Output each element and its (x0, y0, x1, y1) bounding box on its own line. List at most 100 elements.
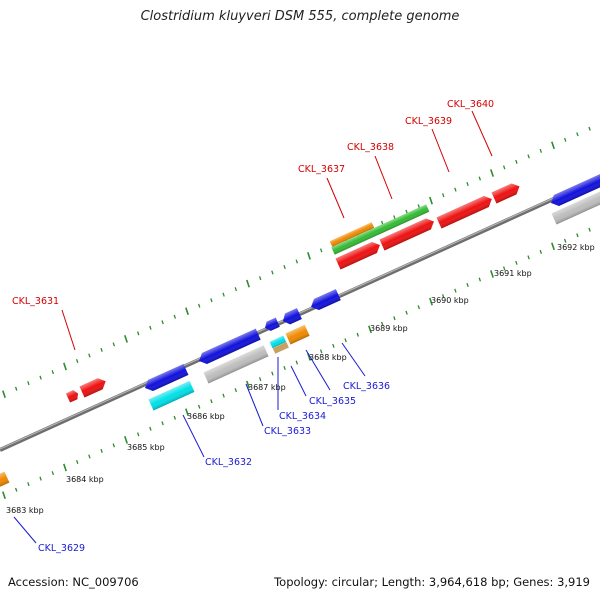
gene-label[interactable]: CKL_3638 (347, 142, 394, 153)
scale-tick (576, 132, 579, 137)
scale-tick (478, 176, 482, 181)
scale-tick (258, 377, 262, 382)
scale-tick (295, 360, 299, 365)
gene-feature[interactable] (203, 345, 269, 384)
scale-tick (417, 305, 421, 310)
scale-tick (405, 310, 408, 315)
scale-tick (197, 303, 201, 308)
scale-tick (210, 399, 213, 404)
gene-label[interactable]: CKL_3633 (264, 426, 311, 437)
gene-label[interactable]: CKL_3634 (279, 411, 326, 422)
scale-tick (405, 209, 408, 214)
scale-tick (246, 380, 250, 389)
gene-feature[interactable] (272, 342, 289, 354)
lower-tick-row (2, 227, 591, 500)
scale-tick (441, 294, 445, 299)
scale-tick (393, 316, 396, 321)
scale-tick (161, 320, 164, 325)
scale-tick (75, 459, 79, 465)
scale-tick (88, 454, 91, 459)
scale-tick (185, 307, 189, 316)
scale-tick (63, 463, 67, 472)
scale-tick (210, 298, 213, 303)
scale-tick (14, 386, 18, 391)
gene-label[interactable]: CKL_3640 (447, 99, 494, 110)
scale-tick (222, 393, 225, 398)
gene-feature[interactable] (309, 289, 341, 312)
gene-labels-bottom: CKL_3629 CKL_3632 CKL_3633 CKL_3634 CKL_… (38, 381, 390, 554)
gene-feature[interactable] (335, 240, 383, 270)
scale-tick (100, 448, 103, 453)
scale-tick (332, 343, 335, 348)
scale-tick (466, 181, 469, 187)
scale-tick (283, 264, 286, 270)
scale-label: 3684 kbp (66, 475, 104, 484)
scale-tick (466, 282, 469, 288)
gene-feature[interactable] (148, 380, 195, 411)
scale-tick (515, 260, 518, 265)
gene-feature[interactable] (143, 363, 189, 394)
gene-label[interactable]: CKL_3631 (12, 296, 59, 307)
scale-tick (429, 297, 433, 306)
scale-tick (527, 255, 530, 260)
gene-feature[interactable] (331, 204, 430, 255)
gene-feature[interactable] (491, 181, 522, 204)
genome-backbone (0, 176, 600, 452)
scale-tick (112, 443, 116, 448)
gene-feature[interactable] (551, 188, 600, 225)
scale-tick (576, 233, 579, 238)
scale-tick (88, 353, 91, 358)
gene-feature[interactable] (79, 376, 109, 398)
gene-feature[interactable] (329, 222, 375, 247)
scale-tick (161, 421, 164, 426)
gene-feature[interactable] (197, 328, 261, 367)
scale-tick (490, 169, 494, 177)
gene-label[interactable]: CKL_3639 (405, 116, 452, 127)
gene-feature[interactable] (436, 194, 495, 229)
scale-tick (51, 370, 55, 375)
scale-tick (149, 325, 152, 330)
scale-tick (234, 287, 238, 292)
scale-label: 3687 kbp (248, 383, 286, 392)
scale-label: 3685 kbp (127, 443, 165, 452)
map-title: Clostridium kluyveri DSM 555, complete g… (140, 9, 460, 24)
scale-tick (380, 321, 384, 326)
gene-label[interactable]: CKL_3637 (298, 164, 345, 175)
scale-tick (149, 426, 152, 431)
gene-label[interactable]: CKL_3635 (309, 396, 356, 407)
gene-feature[interactable] (281, 308, 302, 326)
scale-tick (39, 375, 42, 380)
scale-tick (356, 332, 360, 337)
gene-label[interactable]: CKL_3632 (205, 457, 252, 468)
gene-feature[interactable] (65, 389, 80, 403)
gene-feature[interactable] (0, 471, 10, 488)
scale-label: 3688 kbp (309, 353, 347, 362)
scale-tick (14, 487, 18, 492)
gene-feature[interactable] (379, 216, 437, 251)
scale-tick (112, 342, 116, 347)
gene-feature[interactable] (285, 324, 310, 345)
scale-tick (515, 159, 518, 164)
gene-feature[interactable] (549, 172, 600, 209)
upper-tick-row (2, 126, 591, 399)
scale-tick (502, 266, 506, 271)
scale-tick (441, 193, 445, 198)
scale-tick (588, 126, 591, 131)
scale-tick (563, 238, 567, 243)
scale-tick (2, 491, 6, 500)
gene-feature[interactable] (269, 335, 287, 349)
scale-tick (136, 432, 140, 437)
scale-label: 3691 kbp (494, 269, 532, 278)
scale-tick (368, 325, 372, 334)
scale-tick (539, 148, 543, 153)
scale-tick (588, 227, 591, 232)
scale-tick (527, 154, 530, 159)
gene-label[interactable]: CKL_3629 (38, 543, 85, 554)
gene-label[interactable]: CKL_3636 (343, 381, 390, 392)
gene-feature[interactable] (263, 317, 280, 333)
scale-tick (478, 277, 482, 282)
scale-tick (563, 137, 567, 142)
scale-tick (502, 165, 506, 170)
scale-tick (539, 249, 543, 254)
